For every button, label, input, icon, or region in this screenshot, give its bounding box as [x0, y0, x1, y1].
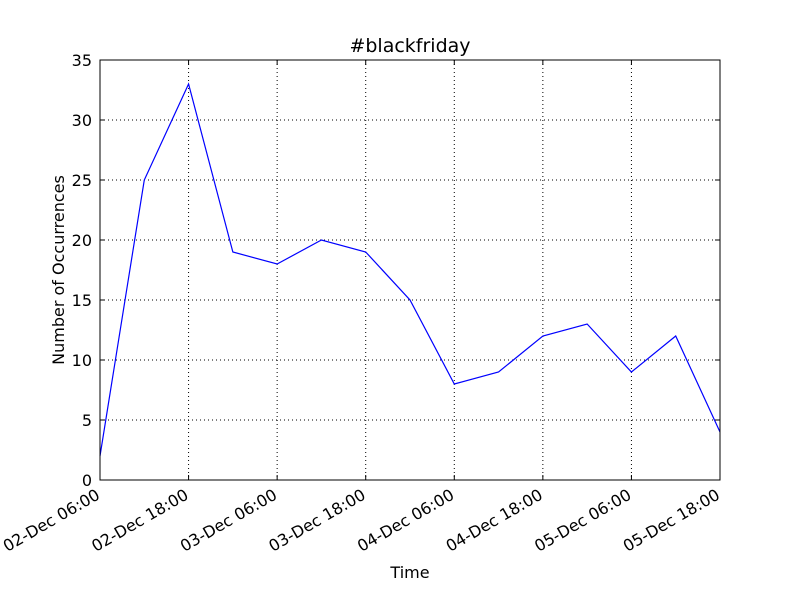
y-tick-label: 30: [72, 111, 92, 130]
x-tick-label: 04-Dec 06:00: [354, 485, 457, 556]
series-line: [99, 82, 721, 457]
ticks: [99, 59, 721, 481]
y-tick-label: 20: [72, 231, 92, 250]
y-tick-label: 15: [72, 291, 92, 310]
y-tick-label: 25: [72, 171, 92, 190]
x-tick-label: 03-Dec 06:00: [177, 485, 280, 556]
chart-title: #blackfriday: [349, 35, 470, 57]
x-tick-label: 04-Dec 18:00: [443, 485, 546, 556]
y-tick-label: 35: [72, 51, 92, 70]
x-tick-label: 05-Dec 06:00: [531, 485, 634, 556]
y-axis-label: Number of Occurrences: [49, 175, 68, 365]
y-tick-label: 10: [72, 351, 92, 370]
plot-frame: [99, 59, 721, 481]
y-tick-label: 5: [82, 411, 92, 430]
x-tick-label: 03-Dec 18:00: [265, 485, 368, 556]
series: [99, 82, 721, 457]
x-tick-label: 02-Dec 18:00: [88, 485, 191, 556]
y-tick-label: 0: [82, 471, 92, 490]
x-tick-label: 02-Dec 06:00: [0, 485, 103, 556]
x-tick-label: 05-Dec 18:00: [620, 485, 723, 556]
grid: [99, 59, 721, 481]
x-axis-label: Time: [389, 563, 429, 582]
